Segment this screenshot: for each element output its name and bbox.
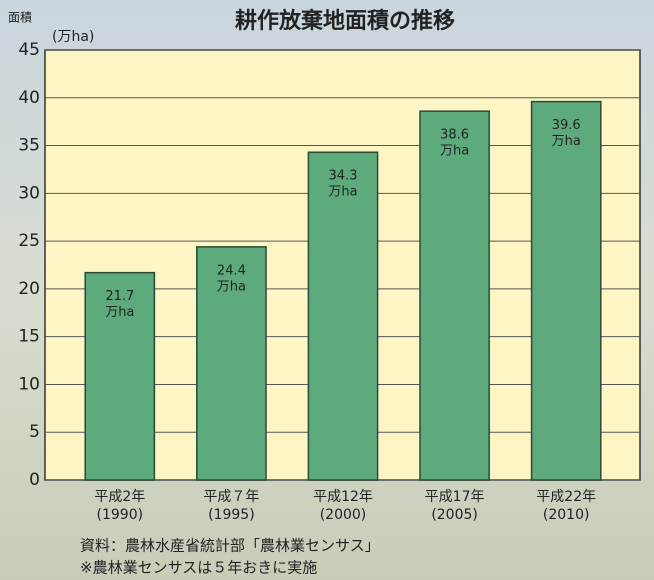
x-tick-sublabel: (2010): [543, 507, 590, 523]
x-tick-label: 平成７年: [203, 489, 259, 505]
chart-title: 耕作放棄地面積の推移: [235, 8, 455, 34]
x-tick-label: 平成22年: [536, 489, 596, 505]
data-label-unit: 万ha: [440, 144, 469, 159]
y-tick-label: 20: [18, 279, 40, 299]
x-tick-sublabel: (2000): [320, 507, 367, 523]
x-tick-label: 平成2年: [94, 489, 145, 505]
data-label-unit: 万ha: [328, 185, 357, 200]
data-label: 38.6: [440, 128, 469, 143]
data-label: 21.7: [105, 289, 134, 304]
note: ※農林業センサスは５年おきに実施: [80, 559, 317, 577]
x-tick-sublabel: (2005): [431, 507, 478, 523]
x-tick-sublabel: (1990): [97, 507, 144, 523]
y-axis-label: 面積: [8, 10, 32, 25]
x-tick-label: 平成17年: [425, 489, 485, 505]
y-unit-label: (万ha): [52, 29, 94, 45]
bar: [420, 111, 489, 480]
y-tick-label: 25: [18, 231, 40, 251]
data-label: 39.6: [552, 118, 581, 133]
y-tick-label: 5: [29, 422, 40, 442]
data-label-unit: 万ha: [217, 279, 246, 294]
data-label: 34.3: [329, 169, 358, 184]
data-label-unit: 万ha: [105, 305, 134, 320]
bar: [532, 102, 601, 480]
y-tick-label: 45: [18, 40, 40, 60]
y-tick-label: 35: [18, 136, 40, 156]
x-tick-label: 平成12年: [313, 489, 373, 505]
y-tick-label: 10: [18, 374, 40, 394]
y-tick-label: 0: [29, 470, 40, 490]
data-label: 24.4: [217, 263, 246, 278]
y-tick-label: 15: [18, 327, 40, 347]
note: 資料：農林水産省統計部「農林業センサス」: [80, 537, 380, 555]
y-tick-label: 30: [18, 183, 40, 203]
y-tick-label: 40: [18, 88, 40, 108]
x-tick-sublabel: (1995): [208, 507, 255, 523]
bar: [308, 152, 377, 480]
chart: 耕作放棄地面積の推移 面積 (万ha) 資料：農林水産省統計部「農林業センサス」…: [0, 0, 654, 580]
data-label-unit: 万ha: [552, 134, 581, 149]
